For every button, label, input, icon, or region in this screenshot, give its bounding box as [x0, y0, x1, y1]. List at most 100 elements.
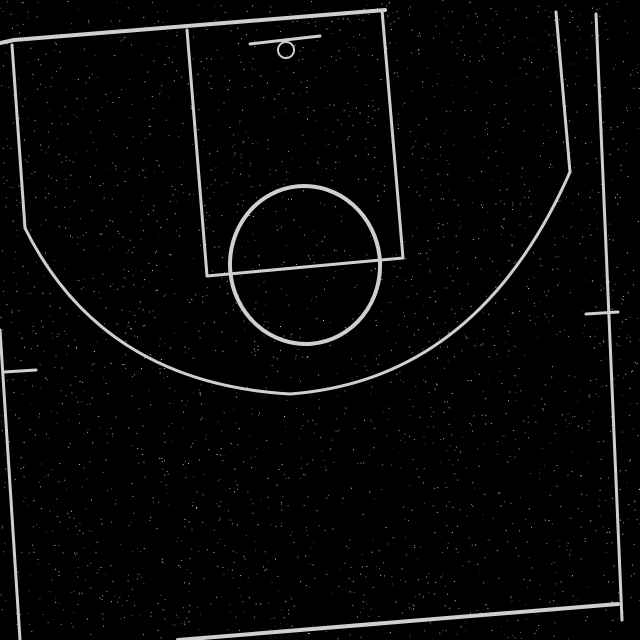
noise-speck — [527, 37, 528, 39]
noise-speck — [276, 358, 278, 360]
noise-speck — [243, 68, 245, 70]
noise-speck — [511, 245, 513, 247]
noise-speck — [312, 564, 314, 566]
noise-speck — [395, 42, 396, 44]
noise-speck — [3, 290, 4, 292]
noise-speck — [537, 316, 539, 318]
noise-speck — [599, 515, 601, 517]
noise-speck — [520, 631, 521, 633]
noise-speck — [527, 299, 529, 301]
noise-speck — [609, 223, 611, 225]
noise-speck — [237, 294, 239, 296]
noise-speck — [590, 520, 592, 522]
noise-speck — [625, 150, 627, 152]
noise-speck — [135, 455, 137, 457]
noise-speck — [106, 590, 108, 592]
noise-speck — [502, 227, 504, 229]
noise-speck — [240, 173, 242, 175]
noise-speck — [447, 542, 449, 544]
noise-speck — [437, 357, 438, 359]
noise-speck — [163, 562, 165, 564]
noise-speck — [260, 75, 262, 77]
noise-speck — [246, 10, 248, 12]
noise-speck — [434, 388, 436, 390]
noise-speck — [350, 487, 352, 489]
noise-speck — [202, 146, 204, 148]
noise-speck — [403, 166, 405, 168]
noise-speck — [306, 87, 308, 88]
noise-speck — [589, 224, 591, 226]
noise-speck — [106, 433, 108, 435]
noise-speck — [250, 186, 252, 188]
noise-speck — [43, 350, 45, 352]
noise-speck — [223, 574, 225, 576]
noise-speck — [619, 345, 621, 347]
noise-speck — [353, 36, 355, 38]
noise-speck — [598, 441, 600, 443]
noise-speck — [41, 463, 43, 465]
noise-speck — [288, 477, 290, 479]
noise-speck — [325, 469, 327, 471]
noise-speck — [28, 552, 30, 554]
noise-speck — [120, 40, 122, 42]
noise-speck — [638, 87, 640, 89]
noise-speck — [603, 287, 605, 289]
noise-speck — [244, 86, 246, 88]
noise-speck — [97, 110, 99, 112]
noise-speck — [42, 292, 44, 294]
noise-speck — [15, 283, 17, 285]
noise-speck — [582, 332, 584, 334]
noise-speck — [323, 459, 325, 461]
noise-speck — [376, 7, 378, 9]
noise-speck — [75, 396, 77, 398]
noise-speck — [342, 18, 344, 20]
noise-speck — [183, 161, 185, 163]
noise-speck — [212, 230, 214, 232]
noise-speck — [123, 363, 125, 365]
noise-speck — [371, 386, 373, 388]
noise-speck — [55, 601, 57, 603]
noise-speck — [515, 547, 517, 549]
noise-speck — [302, 425, 304, 427]
noise-speck — [387, 543, 388, 545]
noise-speck — [252, 268, 254, 270]
noise-speck — [496, 353, 498, 355]
noise-speck — [205, 438, 207, 440]
noise-speck — [355, 363, 357, 365]
noise-speck — [31, 77, 33, 79]
noise-speck — [260, 498, 262, 500]
noise-speck — [227, 89, 229, 91]
noise-speck — [58, 116, 60, 118]
noise-speck — [101, 599, 103, 601]
noise-speck — [16, 613, 18, 614]
noise-speck — [21, 2, 23, 3]
noise-speck — [395, 600, 397, 602]
noise-speck — [127, 7, 129, 9]
noise-speck — [593, 207, 595, 209]
noise-speck — [302, 134, 304, 136]
noise-speck — [372, 587, 374, 588]
noise-speck — [241, 38, 243, 40]
noise-speck — [439, 346, 441, 348]
noise-speck — [15, 414, 17, 416]
noise-speck — [560, 506, 562, 508]
noise-speck — [166, 492, 168, 494]
noise-speck — [68, 345, 69, 347]
noise-speck — [558, 256, 559, 258]
noise-speck — [387, 418, 388, 420]
noise-speck — [118, 96, 120, 98]
noise-speck — [519, 203, 521, 205]
noise-speck — [514, 400, 516, 401]
noise-speck — [417, 35, 419, 37]
noise-speck — [281, 161, 283, 163]
noise-speck — [618, 336, 620, 337]
noise-speck — [112, 435, 114, 437]
noise-speck — [474, 345, 476, 347]
noise-speck — [589, 520, 591, 521]
noise-speck — [199, 392, 201, 394]
noise-speck — [408, 520, 409, 522]
noise-speck — [238, 55, 240, 57]
noise-speck — [27, 11, 29, 13]
noise-speck — [566, 172, 568, 174]
